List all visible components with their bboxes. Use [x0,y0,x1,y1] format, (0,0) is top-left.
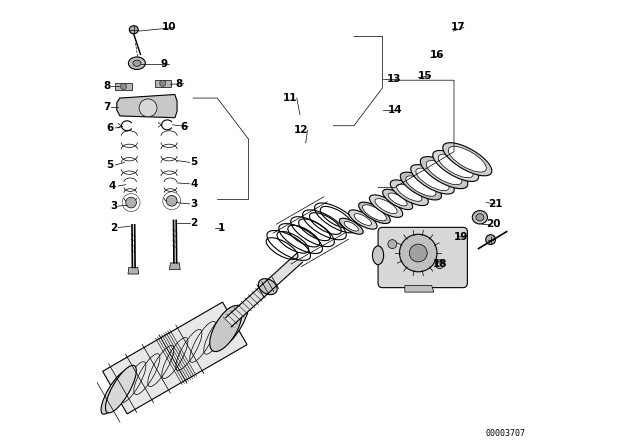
Ellipse shape [372,246,383,265]
Circle shape [399,234,437,272]
Text: 19: 19 [454,233,468,242]
Polygon shape [115,83,132,90]
Ellipse shape [438,154,473,178]
Ellipse shape [426,161,462,185]
Text: 00003707: 00003707 [486,430,525,439]
Text: 16: 16 [430,50,444,60]
Circle shape [435,260,444,269]
Text: 14: 14 [388,105,403,115]
Ellipse shape [106,365,136,413]
Ellipse shape [388,193,407,206]
Ellipse shape [448,146,486,172]
Ellipse shape [383,189,413,210]
Text: 21: 21 [488,199,502,209]
Ellipse shape [472,211,488,224]
Ellipse shape [420,157,468,189]
Text: 2: 2 [191,218,198,228]
Ellipse shape [221,302,249,345]
Text: 12: 12 [294,125,308,135]
Text: 2: 2 [110,223,117,233]
Polygon shape [170,263,180,270]
Circle shape [388,240,397,249]
Polygon shape [116,95,177,118]
Ellipse shape [259,279,277,295]
Polygon shape [405,285,434,292]
Ellipse shape [339,218,363,234]
Ellipse shape [390,180,428,206]
Ellipse shape [133,60,141,66]
Text: 15: 15 [418,71,432,81]
Text: 4: 4 [109,181,116,191]
Ellipse shape [129,57,145,69]
Ellipse shape [433,151,479,181]
Ellipse shape [416,168,449,190]
Ellipse shape [397,184,422,201]
Text: 18: 18 [433,259,447,269]
Ellipse shape [363,205,387,221]
Text: 8: 8 [103,82,110,91]
Circle shape [125,197,136,208]
Ellipse shape [406,176,436,196]
Text: 1: 1 [218,223,225,233]
Text: 4: 4 [190,179,198,189]
Circle shape [120,83,127,90]
Ellipse shape [349,210,377,229]
Text: 9: 9 [160,59,167,69]
Circle shape [166,195,177,206]
Text: 10: 10 [162,22,176,33]
Ellipse shape [101,371,129,414]
Ellipse shape [486,235,495,245]
Ellipse shape [369,195,403,217]
Ellipse shape [476,214,484,221]
Text: 6: 6 [180,122,188,132]
Text: 3: 3 [110,201,117,211]
Ellipse shape [375,198,397,214]
Text: 8: 8 [176,79,183,89]
Polygon shape [128,267,139,274]
Text: 3: 3 [191,199,198,209]
Text: 7: 7 [103,102,110,112]
Ellipse shape [344,221,358,231]
Ellipse shape [354,214,372,225]
Circle shape [410,244,427,262]
Circle shape [159,80,166,86]
Text: 6: 6 [106,123,114,133]
Ellipse shape [400,172,442,200]
Polygon shape [226,253,303,327]
Text: 20: 20 [486,219,500,229]
FancyBboxPatch shape [378,227,467,288]
Text: 17: 17 [451,22,466,33]
Ellipse shape [358,202,390,224]
Text: 5: 5 [191,157,198,168]
Text: 5: 5 [106,160,114,170]
Ellipse shape [411,164,454,194]
Ellipse shape [129,26,138,34]
Circle shape [139,99,157,117]
Polygon shape [155,80,171,86]
Text: 11: 11 [282,93,297,103]
Ellipse shape [443,142,492,176]
Polygon shape [102,302,247,414]
Ellipse shape [210,306,242,352]
Text: 13: 13 [387,74,401,84]
